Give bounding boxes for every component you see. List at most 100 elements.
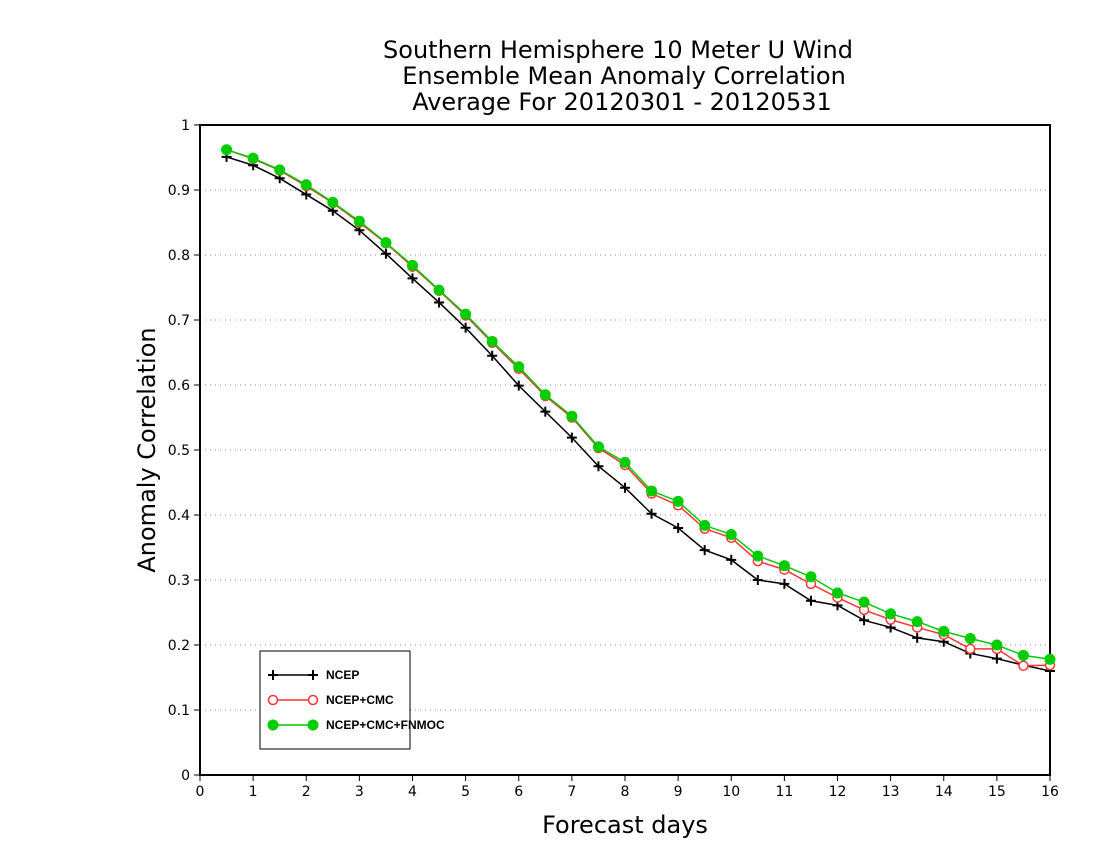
legend-marker — [308, 670, 318, 680]
data-point-ncep-cmc-fnmoc — [274, 164, 286, 176]
data-point-ncep-cmc-fnmoc — [433, 284, 445, 296]
data-point-ncep-cmc-fnmoc — [327, 196, 339, 208]
data-point-ncep-cmc — [965, 643, 976, 655]
data-point-ncep-cmc-fnmoc — [221, 144, 233, 156]
data-point-ncep-cmc-fnmoc — [699, 519, 711, 531]
data-point-ncep — [566, 432, 577, 443]
y-tick-label: 1 — [181, 118, 190, 134]
data-point-ncep-cmc-fnmoc — [592, 441, 604, 453]
x-tick-label: 7 — [567, 784, 576, 800]
x-tick-label: 2 — [302, 784, 311, 800]
data-point-ncep — [726, 554, 737, 565]
data-point-ncep-cmc-fnmoc — [407, 259, 418, 271]
data-point-ncep-cmc-fnmoc — [938, 625, 950, 637]
data-point-ncep — [805, 595, 816, 606]
data-point-ncep-cmc-fnmoc — [885, 608, 897, 620]
data-point-ncep — [593, 461, 604, 472]
chart-title-line-1: Southern Hemisphere 10 Meter U Wind — [383, 36, 853, 64]
y-tick-label: 0.9 — [168, 183, 190, 199]
data-point-ncep — [540, 406, 551, 417]
legend-item-ncep-cmc: NCEP+CMC — [267, 693, 394, 707]
data-point-ncep-cmc-fnmoc — [991, 639, 1003, 651]
y-axis-label: Anomaly Correlation — [133, 327, 161, 572]
series-line-ncep-cmc — [226, 148, 1051, 667]
data-point-ncep-cmc — [1018, 660, 1029, 672]
axis-ticks: 00.10.20.30.40.50.60.70.80.910 1 2 3 4 5 6 7 8 9 1… — [168, 118, 1059, 800]
legend-item-ncep: NCEP — [268, 668, 359, 682]
y-tick-label: 0.1 — [168, 703, 190, 719]
data-point-ncep-cmc-fnmoc — [646, 485, 658, 497]
data-point-ncep-cmc-fnmoc — [805, 571, 817, 583]
y-tick-label: 0.6 — [168, 378, 190, 394]
data-point-ncep — [407, 273, 418, 284]
x-tick-label: 13 — [882, 784, 900, 800]
x-tick-label: 3 — [355, 784, 364, 800]
y-tick-label: 0.2 — [168, 638, 190, 654]
legend-item-ncep-cmc-fnmoc: NCEP+CMC+FNMOC — [267, 718, 445, 732]
x-tick-label: 6 — [514, 784, 523, 800]
data-point-ncep — [380, 248, 391, 259]
legend-marker — [267, 694, 279, 706]
gridlines — [200, 189, 1050, 711]
data-point-ncep — [646, 508, 657, 519]
x-tick-label: 14 — [935, 784, 953, 800]
data-point-ncep-cmc-fnmoc — [539, 389, 551, 401]
data-point-ncep-cmc-fnmoc — [1044, 653, 1056, 665]
x-tick-label: 15 — [988, 784, 1006, 800]
x-tick-label: 5 — [461, 784, 470, 800]
x-axis-label: Forecast days — [542, 811, 708, 839]
data-point-ncep — [620, 482, 630, 493]
x-tick-label: 4 — [408, 784, 417, 800]
data-point-ncep-cmc-fnmoc — [1017, 649, 1029, 661]
x-tick-label: 10 — [722, 784, 740, 800]
series-layer — [221, 144, 1056, 676]
y-tick-label: 0.5 — [168, 443, 190, 459]
data-point-ncep — [779, 578, 790, 589]
data-point-ncep — [912, 632, 923, 643]
data-point-ncep — [859, 615, 870, 626]
legend: NCEP NCEP+CMC NCEP+CMC+FNMOC — [259, 650, 445, 750]
data-point-ncep-cmc-fnmoc — [672, 495, 684, 507]
legend-marker — [267, 719, 279, 731]
series-line-ncep — [226, 156, 1051, 672]
legend-label: NCEP+CMC — [326, 693, 394, 707]
series-ncep-cmc — [221, 144, 1056, 672]
x-tick-label: 11 — [775, 784, 793, 800]
series-line-ncep-cmc-fnmoc — [226, 148, 1051, 661]
data-point-ncep-cmc-fnmoc — [911, 616, 923, 628]
data-point-ncep — [434, 297, 445, 308]
data-point-ncep-cmc-fnmoc — [486, 335, 498, 347]
data-point-ncep-cmc-fnmoc — [380, 237, 392, 249]
legend-marker — [268, 670, 278, 680]
data-point-ncep — [513, 380, 524, 391]
legend-marker — [307, 719, 319, 731]
data-point-ncep-cmc-fnmoc — [513, 361, 525, 373]
x-tick-label: 12 — [829, 784, 847, 800]
x-tick-label: 1 — [249, 784, 258, 800]
data-point-ncep-cmc-fnmoc — [247, 152, 259, 164]
data-point-ncep-cmc-fnmoc — [353, 215, 365, 227]
x-tick-label: 9 — [674, 784, 683, 800]
data-point-ncep-cmc-fnmoc — [964, 633, 976, 644]
series-ncep-cmc-fnmoc — [221, 144, 1056, 665]
data-point-ncep-cmc-fnmoc — [752, 550, 764, 562]
legend-label: NCEP+CMC+FNMOC — [326, 718, 445, 732]
y-tick-label: 0.8 — [168, 248, 190, 264]
chart-title-line-2: Ensemble Mean Anomaly Correlation — [402, 62, 846, 90]
legend-label: NCEP — [326, 668, 359, 682]
data-point-ncep — [991, 653, 1002, 664]
data-point-ncep-cmc-fnmoc — [778, 560, 790, 572]
data-point-ncep-cmc-fnmoc — [858, 596, 870, 608]
data-point-ncep-cmc-fnmoc — [832, 587, 843, 599]
data-point-ncep — [673, 523, 684, 533]
chart-title-line-3: Average For 20120301 - 20120531 — [412, 88, 832, 116]
data-point-ncep — [487, 350, 498, 361]
legend-marker — [307, 694, 319, 706]
data-point-ncep-cmc-fnmoc — [460, 308, 472, 320]
data-point-ncep — [752, 575, 763, 585]
y-tick-label: 0 — [181, 768, 190, 784]
x-tick-label: 0 — [196, 784, 205, 800]
data-point-ncep-cmc-fnmoc — [300, 179, 312, 191]
plot-frame — [199, 124, 1051, 776]
x-tick-label: 16 — [1041, 784, 1059, 800]
